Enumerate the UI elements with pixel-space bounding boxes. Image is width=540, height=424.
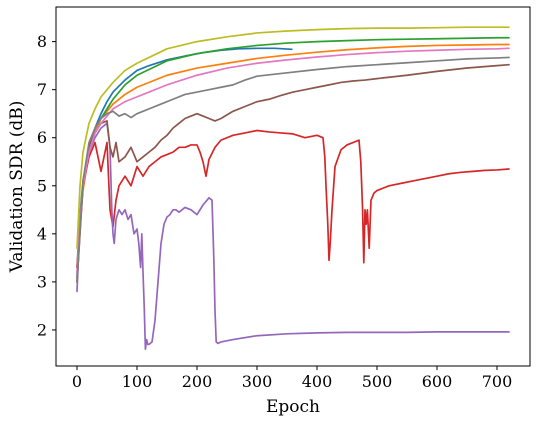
plot-frame (55, 6, 531, 367)
series-line-9 (76, 26, 510, 250)
y-tick-label: 6 (37, 128, 47, 147)
series-line-1 (76, 47, 293, 278)
x-ticks: 0 100 200 300 400 500 600 700 (72, 366, 512, 391)
y-ticks: 2 3 4 5 6 7 8 (37, 32, 56, 339)
series-line-6 (76, 63, 510, 283)
series-line-5 (76, 122, 510, 351)
x-tick-label: 600 (422, 372, 453, 391)
y-tick-label: 8 (37, 32, 47, 51)
y-tick-label: 7 (37, 80, 47, 99)
x-tick-label: 0 (72, 372, 82, 391)
x-tick-label: 300 (242, 372, 273, 391)
series-layer (76, 26, 510, 351)
x-tick-label: 100 (122, 372, 153, 391)
x-tick-label: 500 (362, 372, 393, 391)
x-tick-label: 400 (302, 372, 333, 391)
y-tick-label: 5 (37, 176, 47, 195)
y-tick-label: 3 (37, 272, 47, 291)
x-tick-label: 700 (482, 372, 513, 391)
x-axis-label: Epoch (266, 397, 320, 417)
y-tick-label: 2 (37, 320, 47, 339)
series-line-4 (76, 129, 510, 269)
y-axis-label: Validation SDR (dB) (7, 101, 27, 274)
y-tick-label: 4 (37, 224, 47, 243)
x-tick-label: 200 (182, 372, 213, 391)
series-line-7 (76, 47, 510, 274)
series-line-8 (76, 56, 510, 283)
